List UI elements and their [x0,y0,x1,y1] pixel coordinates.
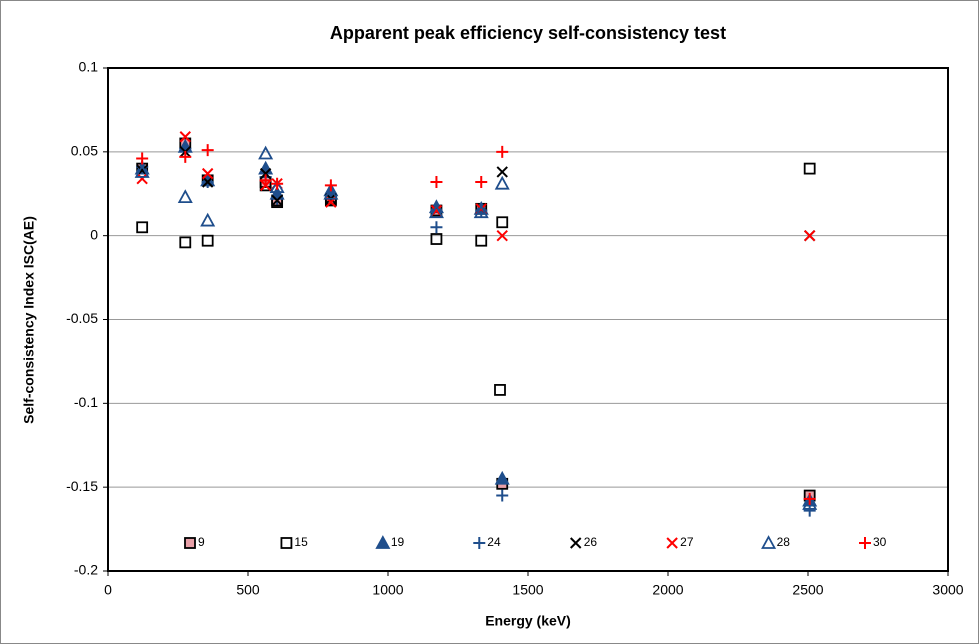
point [201,176,214,188]
y-tick-label: 0 [90,226,98,242]
legend-marker [184,537,196,549]
legend-item: 28 [761,535,791,549]
x-tick-label: 1500 [512,582,543,598]
point [271,192,284,205]
x-tick-label: 1000 [372,582,403,598]
point [430,233,443,245]
legend-marker [761,535,777,549]
legend-item: 30 [859,535,887,549]
x-tick-label: 2500 [792,582,823,598]
legend-label: 19 [391,535,405,549]
x-tick-label: 500 [236,582,260,598]
point [177,189,193,204]
x-axis-label: Energy (keV) [485,613,571,629]
y-tick-label: 0.1 [79,59,99,75]
legend-item: 27 [666,535,694,549]
point [136,172,148,185]
point [271,194,283,207]
y-tick-label: 0.05 [71,143,98,159]
plot-frame [107,67,949,572]
point [496,216,509,229]
point [494,175,510,190]
point [323,185,339,200]
point [803,162,816,175]
point [494,384,506,396]
legend-item: 26 [570,535,598,549]
point [200,212,216,227]
series [136,131,816,242]
legend-marker [570,537,582,549]
point [496,489,509,502]
y-tick-label: -0.2 [74,562,98,578]
x-tick-label: 3000 [932,582,963,598]
point [475,176,488,189]
legend-marker [375,535,391,549]
x-tick-label: 2000 [652,582,683,598]
legend-marker [280,537,293,549]
point [136,221,149,234]
legend-label: 15 [294,535,308,549]
point [496,166,508,178]
point [201,144,214,157]
y-tick-label: -0.15 [66,478,98,494]
point [201,234,214,247]
point [259,174,272,187]
point [179,236,192,249]
legend-label: 28 [777,535,791,549]
legend-item: 9 [184,535,205,549]
series [134,145,818,510]
legend-marker [859,537,871,549]
point [179,150,192,163]
point [428,204,444,219]
x-tick-label: 0 [104,582,112,598]
legend-label: 26 [584,535,598,549]
legend-marker [473,537,486,549]
legend-item: 15 [280,535,308,549]
point [201,167,214,180]
point [496,145,509,158]
legend-label: 9 [198,535,205,549]
legend-item: 19 [375,535,405,549]
point [496,229,508,242]
point [136,152,149,165]
chart-title: Apparent peak efficiency self-consistenc… [330,23,726,43]
point [430,221,443,234]
y-tick-label: -0.1 [74,394,98,410]
point [475,234,488,247]
point [430,176,443,189]
y-tick-label: -0.05 [66,310,98,326]
point [803,492,816,505]
y-axis-label: Self-consistency Index ISC(AE) [21,216,37,424]
point [324,179,337,192]
point [259,167,272,180]
legend-marker [666,537,678,549]
legend-item: 24 [473,535,501,549]
point [134,164,150,178]
point [803,229,816,242]
legend-label: 24 [487,535,501,549]
point [269,179,285,193]
point [179,131,191,143]
point [494,470,510,485]
legend-label: 27 [680,535,694,549]
point [803,504,816,517]
legend-label: 30 [873,535,887,549]
point [473,204,489,219]
point [271,177,284,190]
point [802,496,818,510]
point [258,145,274,160]
series [136,144,816,505]
